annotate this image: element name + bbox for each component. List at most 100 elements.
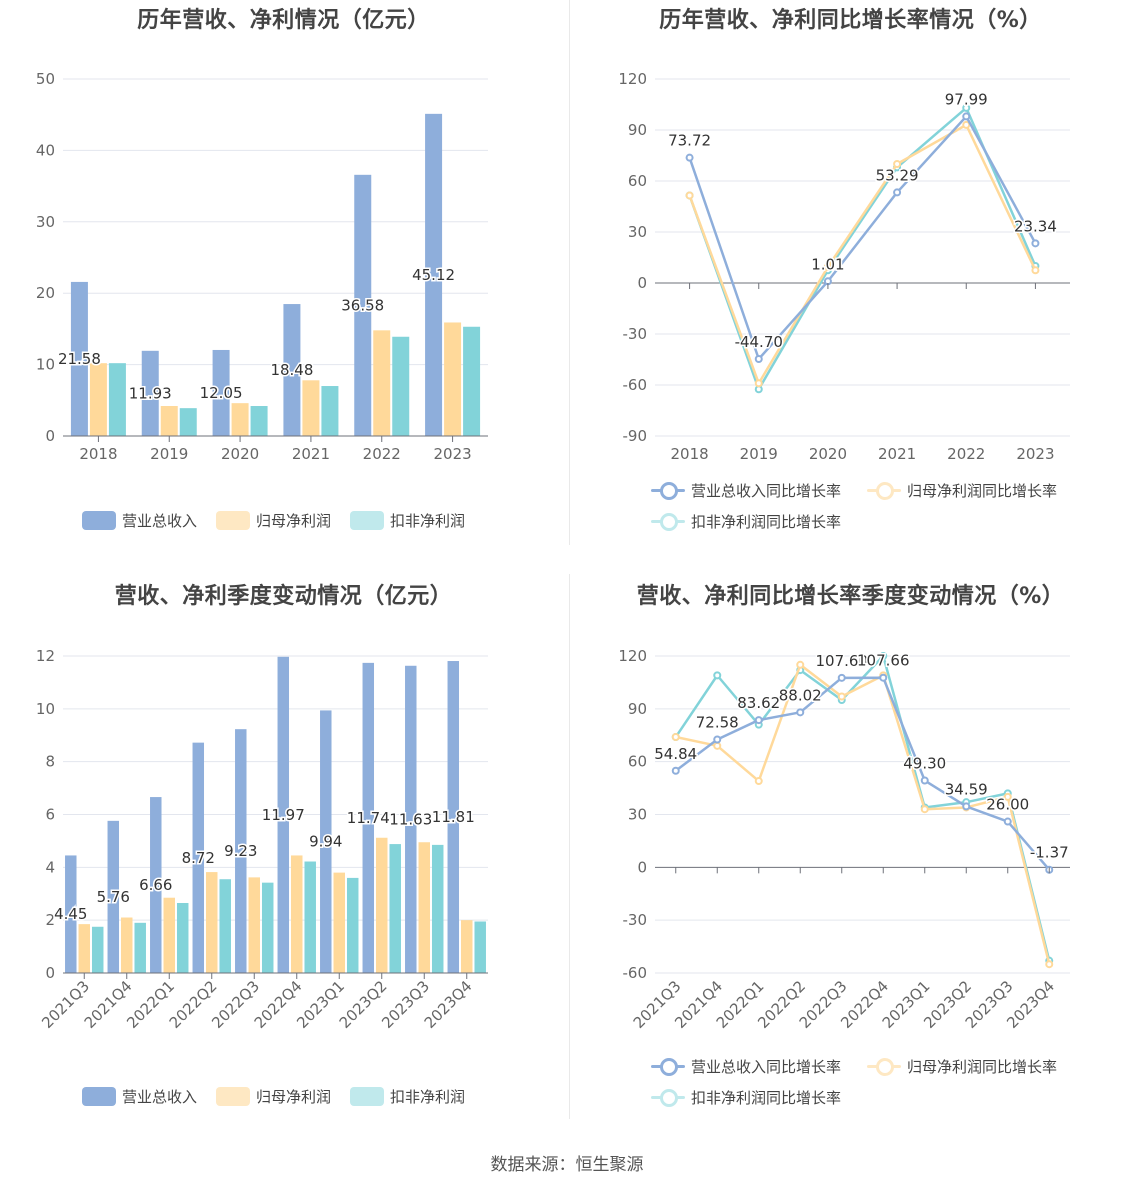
data-point: [879, 652, 888, 660]
bar-net-profit: [206, 872, 218, 973]
data-point: [754, 354, 763, 363]
line-data-label: 97.99: [945, 90, 988, 108]
bar-revenue: [362, 662, 375, 973]
chart-legend: 营业总收入同比增长率 归母净利润同比增长率 扣非净利润同比增长率: [567, 480, 1134, 540]
y-tick-label: 2: [45, 911, 55, 929]
x-tick-label: 2020: [221, 445, 259, 463]
line-data-label: -44.70: [735, 333, 783, 351]
legend-label: 营业总收入: [122, 512, 198, 530]
line-data-label: 1.01: [811, 255, 844, 273]
legend-net-profit[interactable]: 归母净利润: [216, 510, 331, 531]
line-data-label: 88.02: [779, 686, 822, 704]
bar-deducted-profit: [389, 844, 401, 973]
bar-net-profit: [376, 837, 388, 973]
data-point: [962, 802, 971, 811]
legend-label: 归母净利润同比增长率: [907, 482, 1058, 500]
bar-net-profit: [333, 872, 345, 973]
bar-data-label: 9.23: [224, 842, 257, 860]
quarterly-amount-chart: 0 2 4 6 8 10 12 4.45 5.76 6.66 8.72 9.23 11.979.94 11…: [36, 647, 488, 1032]
bar-data-label: 5.76: [97, 888, 130, 906]
line-data-label: 83.62: [737, 694, 780, 712]
line-data-label: 73.72: [668, 132, 711, 150]
y-tick-label: 4: [45, 858, 55, 876]
bar-net-profit: [461, 920, 473, 973]
bar-revenue: [141, 350, 159, 436]
y-tick-label: 12: [36, 647, 55, 665]
bar-deducted-profit: [108, 363, 126, 436]
series-line-net-profit-growth: [688, 123, 1037, 385]
x-tick-label: 2018: [670, 445, 708, 463]
y-tick-label: 120: [618, 70, 647, 88]
legend-line-marker: [867, 1057, 901, 1076]
data-point: [893, 160, 902, 168]
legend-net-profit-growth[interactable]: 归母净利润同比增长率: [867, 480, 1057, 501]
data-point: [823, 262, 832, 271]
legend-net-profit-growth[interactable]: 归母净利润同比增长率: [867, 1056, 1057, 1077]
series-line-revenue-growth: [674, 676, 1051, 871]
y-tick-label: 30: [628, 806, 647, 824]
bar-deducted-profit: [250, 406, 268, 436]
bar-revenue: [405, 665, 417, 973]
legend-revenue-growth[interactable]: 营业总收入同比增长率: [651, 480, 841, 501]
legend-deducted-profit-swatch: [350, 1087, 384, 1106]
bar-data-label: 11.63: [389, 810, 432, 828]
chart-legend: 营业总收入同比增长率 归母净利润同比增长率 扣非净利润同比增长率: [567, 1056, 1134, 1116]
x-tick-label: 2021: [292, 445, 330, 463]
bar-deducted-profit: [474, 921, 486, 973]
bar-revenue: [150, 797, 162, 973]
legend-deducted-profit[interactable]: 扣非净利润: [350, 510, 465, 531]
bar-deducted-profit: [261, 882, 274, 973]
chart-legend: 营业总收入 归母净利润 扣非净利润: [0, 1086, 567, 1126]
y-tick-label: 6: [45, 806, 55, 824]
legend-line-marker: [867, 481, 901, 500]
bar-revenue: [235, 729, 247, 973]
data-point: [962, 103, 971, 112]
legend-revenue[interactable]: 营业总收入: [82, 1086, 197, 1107]
line-data-label: 49.30: [903, 755, 946, 773]
data-point: [754, 379, 763, 388]
y-tick-label: 8: [45, 753, 55, 771]
bar-data-label: 21.58: [58, 350, 101, 368]
annual-amount-chart: 0 10 20 30 40 50 21.58 11.93 12.05 18.48 36.58 45.1…: [36, 70, 488, 463]
bar-data-label: 8.72: [182, 849, 215, 867]
legend-revenue[interactable]: 营业总收入: [82, 510, 197, 531]
legend-deducted-profit-growth[interactable]: 扣非净利润同比增长率: [651, 1087, 841, 1108]
bar-revenue: [354, 174, 372, 437]
data-point: [879, 673, 888, 682]
bar-deducted-profit: [219, 879, 231, 973]
chart-title: 历年营收、净利情况（亿元）: [137, 8, 430, 33]
bar-net-profit: [78, 924, 90, 973]
bar-revenue: [283, 304, 301, 436]
legend-deducted-profit-growth[interactable]: 扣非净利润同比增长率: [651, 511, 841, 532]
legend-revenue-growth[interactable]: 营业总收入同比增长率: [651, 1056, 841, 1077]
data-point: [1031, 239, 1040, 248]
bar-data-label: 36.58: [341, 296, 384, 314]
data-point: [962, 112, 971, 121]
y-tick-label: 90: [628, 700, 647, 718]
legend-deducted-profit[interactable]: 扣非净利润: [350, 1086, 465, 1107]
x-tick-label: 2022: [363, 445, 401, 463]
line-data-label: 107.66: [857, 652, 910, 670]
bar-net-profit: [418, 842, 430, 973]
data-point: [1003, 792, 1012, 801]
bar-deducted-profit: [431, 844, 444, 973]
legend-line-marker: [651, 1088, 685, 1107]
y-tick-label: 90: [628, 121, 647, 139]
legend-net-profit[interactable]: 归母净利润: [216, 1086, 331, 1107]
legend-line-marker: [651, 512, 685, 531]
legend-label: 扣非净利润同比增长率: [691, 1089, 842, 1107]
x-tick-label: 2019: [740, 445, 778, 463]
line-data-label: 72.58: [696, 714, 739, 732]
panel-divider: [569, 0, 570, 545]
line-data-label: 26.00: [986, 796, 1029, 814]
data-point: [685, 153, 694, 162]
line-data-label: 34.59: [945, 780, 988, 798]
data-point: [893, 188, 902, 197]
bar-deducted-profit: [91, 926, 104, 973]
legend-label: 归母净利润同比增长率: [907, 1058, 1058, 1076]
chart-title: 历年营收、净利同比增长率情况（%）: [659, 8, 1042, 33]
chart-legend: 营业总收入 归母净利润 扣非净利润: [0, 510, 567, 550]
data-point: [1045, 960, 1054, 969]
quarterly-growth-panel: 营收、净利同比增长率季度变动情况（%） -60 -30 0 30 60 90 120 54.8…: [567, 576, 1134, 1152]
